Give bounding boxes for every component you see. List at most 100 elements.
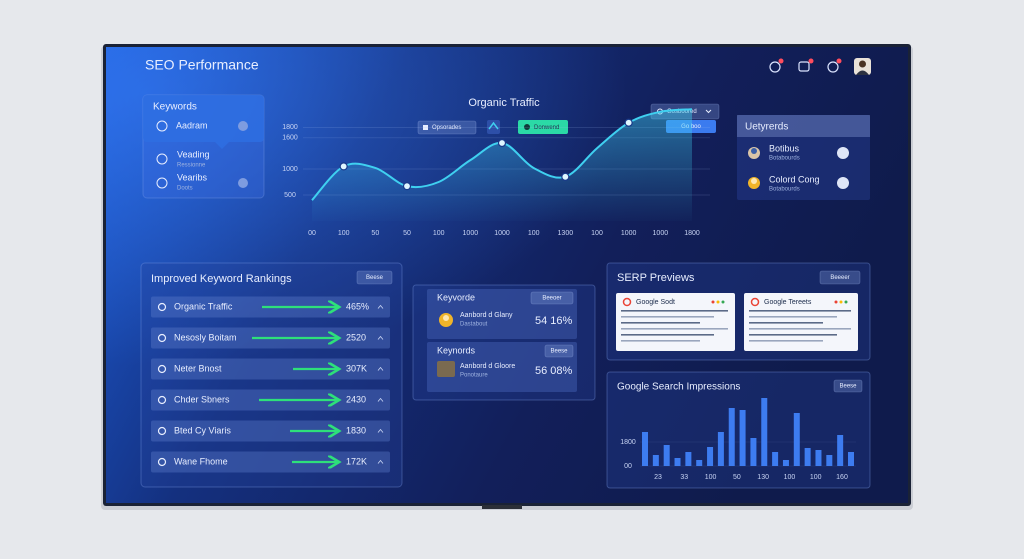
row-name: Bted Cy Viaris [174,425,231,435]
row-caret [377,304,384,309]
dropdown-caret [705,109,712,114]
text-line [749,340,823,342]
panel-title: Google Search Impressions [617,382,740,393]
panel-title: Improved Keyword Rankings [151,273,292,285]
bar [793,413,800,466]
serp-title: Google Tereets [764,299,812,306]
card-value: 56 08% [535,365,573,377]
serp-title: Google Sodt [636,299,675,306]
panel [412,284,596,401]
bar [642,432,648,466]
row-value: 307K [346,363,367,373]
row-caret [377,397,384,402]
item-sub: Botabourds [769,187,800,193]
chart-title: Organic Traffic [468,97,540,109]
bar [728,408,735,466]
traffic-chart: Organic Traffic Opsorades Donwend Gosboo… [282,97,720,237]
point [497,138,507,148]
x-tick-label: 00 [308,230,316,237]
text-line [621,340,700,342]
google-icon [750,297,760,307]
button-label[interactable]: Beeeer [830,275,849,281]
button[interactable] [544,344,574,358]
badge [808,58,814,64]
point [561,172,570,181]
keyword-cards-panel: Keyvorde Beeoer Aanbord d Glany Dastabou… [412,284,596,401]
button[interactable] [819,270,861,285]
x-tick-label: 1300 [558,230,574,237]
serp-panel: SERP Previews Beeeer Google Sodt Google T… [606,262,871,361]
x-tick-label: 100 [810,474,822,481]
row-caret [377,366,384,371]
button-label[interactable]: Beeoer [542,296,561,302]
button[interactable] [356,270,393,285]
x-tick-label: 50 [403,230,411,237]
dot [844,300,848,304]
item-name[interactable]: Veading [177,149,210,159]
card-name: Aanbord d Gloore [460,363,515,370]
item-name[interactable]: Colord Cong [769,174,820,184]
item-name[interactable]: Aadram [176,120,208,130]
bar [663,445,670,466]
item-name[interactable]: Botibus [769,143,800,153]
text-line [749,316,837,318]
item-icon [156,120,168,132]
x-tick-label: 1000 [653,230,669,237]
avatar-body [856,70,869,75]
button[interactable] [833,379,863,393]
bar [815,450,822,466]
dot [834,300,838,304]
button[interactable] [417,120,477,135]
bar [772,452,779,466]
x-tick-label: 1000 [494,230,510,237]
monitor-stand [482,505,522,509]
button-label[interactable]: Opsorades [432,125,461,131]
item-sub: Ressionne [177,163,206,169]
x-tick-label: 100 [705,474,717,481]
row-caret [377,335,384,340]
row-value: 465% [346,301,369,311]
bar [685,452,692,466]
card [427,289,577,339]
text-line [749,310,851,312]
google-icon [622,297,632,307]
item-action[interactable] [837,177,849,189]
y-tick-label: 500 [284,192,296,199]
x-tick-label: 100 [591,230,603,237]
item-action[interactable] [238,178,248,188]
x-tick-label: 130 [757,474,769,481]
text-line [621,310,728,312]
notification-icon[interactable] [769,61,781,73]
card-name: Aanbord d Glany [460,312,513,319]
panel-title: Uetyrerds [745,122,788,133]
button[interactable] [530,291,574,305]
row-name: Neter Bnost [174,363,222,373]
bar [750,438,757,466]
panel [737,115,870,200]
button-label[interactable]: Beese [839,384,857,390]
page-title: SEO Performance [145,57,259,73]
bar [652,455,659,466]
button-label[interactable]: Beese [550,349,568,355]
button[interactable] [518,120,568,134]
bar [717,432,724,466]
item-action[interactable] [837,147,849,159]
messages-icon[interactable] [798,61,810,72]
button-label[interactable]: Beese [366,275,384,281]
button[interactable] [487,120,500,134]
y-tick-label: 1600 [282,135,298,142]
bar [707,447,714,466]
item-action[interactable] [238,121,248,131]
bar [826,455,833,466]
row-name: Chder Sbners [174,394,230,404]
button-label[interactable]: Donwend [534,125,559,131]
x-tick-label: 1000 [463,230,479,237]
row-value: 1830 [346,425,366,435]
x-tick-label: 100 [433,230,445,237]
x-tick-label: 160 [836,474,848,481]
item-icon [156,153,168,165]
item-name[interactable]: Vearibs [177,172,208,182]
dot [716,300,720,304]
x-tick-label: 1800 [684,230,700,237]
settings-icon[interactable] [827,61,839,73]
